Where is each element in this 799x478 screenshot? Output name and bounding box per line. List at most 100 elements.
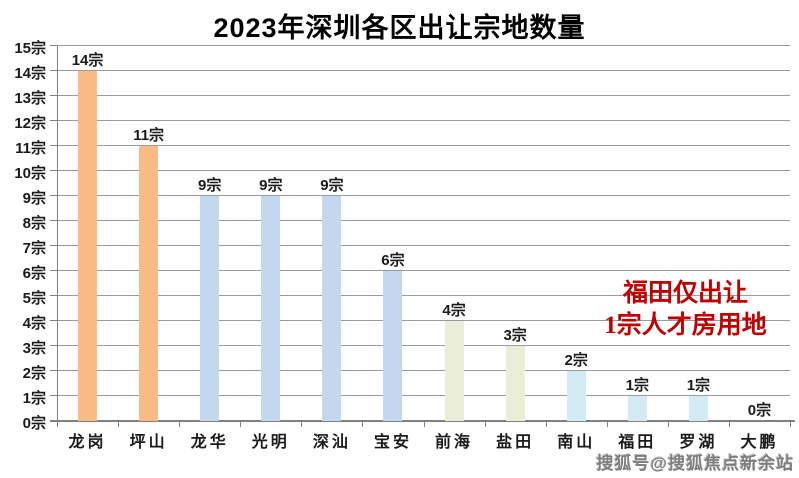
y-tick-label: 14宗 <box>14 65 46 82</box>
y-tick-label: 15宗 <box>14 40 46 57</box>
bar-value-label: 9宗 <box>198 177 222 194</box>
y-axis-tick <box>50 95 57 96</box>
x-tick-label: 大鹏 <box>740 434 779 451</box>
gridline <box>57 145 790 146</box>
y-tick-label: 3宗 <box>22 340 46 357</box>
y-axis-tick <box>50 295 57 296</box>
y-tick-label: 11宗 <box>15 140 46 157</box>
x-axis-tick <box>790 421 791 427</box>
gridline <box>57 370 790 371</box>
y-tick-label: 9宗 <box>22 190 46 207</box>
gridline <box>57 95 790 96</box>
bar-龙岗 <box>78 71 98 421</box>
bar-坪山 <box>139 146 159 421</box>
x-axis-tick <box>728 421 730 427</box>
y-axis-tick <box>50 70 57 71</box>
x-axis-tick <box>545 421 547 427</box>
y-tick-label: 4宗 <box>22 315 46 332</box>
bar-value-label: 14宗 <box>71 52 104 69</box>
gridline <box>57 395 790 396</box>
bar-光明 <box>261 196 281 421</box>
bar-value-label: 6宗 <box>381 252 405 269</box>
y-tick-label: 5宗 <box>22 290 46 307</box>
x-axis-tick <box>57 421 58 427</box>
y-tick-label: 12宗 <box>14 115 46 132</box>
x-axis-tick <box>423 421 425 427</box>
y-axis-tick <box>50 45 57 46</box>
y-tick-label: 13宗 <box>14 90 46 107</box>
x-axis-tick <box>179 421 181 427</box>
x-axis-tick <box>606 421 608 427</box>
y-tick-label: 2宗 <box>22 365 46 382</box>
x-tick-label: 龙岗 <box>68 434 107 451</box>
gridline <box>57 70 790 71</box>
gridline <box>57 345 790 346</box>
x-tick-label: 宝安 <box>373 434 412 451</box>
x-tick-label: 光明 <box>251 434 290 451</box>
gridline <box>57 245 790 246</box>
gridline <box>57 295 790 296</box>
gridline <box>57 45 790 46</box>
annotation-line-2: 1宗人才房用地 <box>604 312 767 339</box>
annotation-line-1: 福田仅出让 <box>622 280 748 307</box>
x-axis-tick <box>301 421 303 427</box>
gridline <box>57 270 790 271</box>
x-tick-label: 罗湖 <box>679 434 718 451</box>
x-tick-label: 南山 <box>557 434 596 451</box>
y-axis-tick <box>50 345 57 346</box>
bar-value-label: 1宗 <box>686 377 711 394</box>
bar-宝安 <box>383 271 403 421</box>
bar-盐田 <box>505 346 525 421</box>
bar-前海 <box>444 321 464 421</box>
y-axis-tick <box>50 170 57 171</box>
y-axis-tick <box>50 145 57 146</box>
annotation-note: 福田仅出让 1宗人才房用地 <box>578 278 793 342</box>
y-tick-label: 6宗 <box>22 265 46 282</box>
bar-深汕 <box>322 196 342 421</box>
chart-title: 2023年深圳各区出让宗地数量 <box>213 13 586 43</box>
y-tick-label: 1宗 <box>22 390 46 407</box>
x-tick-label: 前海 <box>435 434 474 451</box>
y-axis-tick <box>50 395 57 396</box>
gridline <box>57 320 790 321</box>
x-tick-label: 盐田 <box>496 434 535 451</box>
x-axis-tick <box>362 421 364 427</box>
y-tick-label: 10宗 <box>14 165 46 182</box>
y-tick-label: 8宗 <box>22 215 46 232</box>
bar-value-label: 1宗 <box>625 377 649 394</box>
x-axis-tick <box>118 421 120 427</box>
bar-value-label: 2宗 <box>564 352 588 369</box>
y-axis-tick <box>50 220 57 221</box>
x-axis-tick <box>484 421 486 427</box>
y-axis-tick <box>50 120 57 121</box>
bar-value-label: 9宗 <box>259 177 283 194</box>
bar-value-label: 0宗 <box>747 402 772 419</box>
bar-南山 <box>566 371 586 421</box>
gridline <box>57 120 790 121</box>
y-axis-line <box>57 46 58 421</box>
y-axis-tick <box>50 245 57 246</box>
watermark: 搜狐号@搜狐焦点新余站 <box>596 454 794 473</box>
y-axis-tick <box>50 195 57 196</box>
bar-龙华 <box>200 196 220 421</box>
bar-value-label: 4宗 <box>442 302 466 319</box>
y-axis-tick <box>50 370 57 371</box>
x-tick-label: 深汕 <box>312 434 351 451</box>
gridline <box>57 195 790 196</box>
x-axis-tick <box>240 421 242 427</box>
x-axis-tick <box>667 421 669 427</box>
x-tick-label: 龙华 <box>190 434 229 451</box>
gridline <box>57 170 790 171</box>
x-tick-label: 坪山 <box>129 434 168 451</box>
bar-罗湖 <box>688 396 708 421</box>
y-tick-label: 7宗 <box>22 240 46 257</box>
bar-value-label: 11宗 <box>133 127 165 144</box>
x-axis-line <box>50 420 795 422</box>
y-axis-tick <box>50 270 57 271</box>
bar-value-label: 3宗 <box>503 327 527 344</box>
y-tick-label: 0宗 <box>22 415 46 432</box>
y-axis-tick <box>50 320 57 321</box>
bar-福田 <box>627 396 647 421</box>
